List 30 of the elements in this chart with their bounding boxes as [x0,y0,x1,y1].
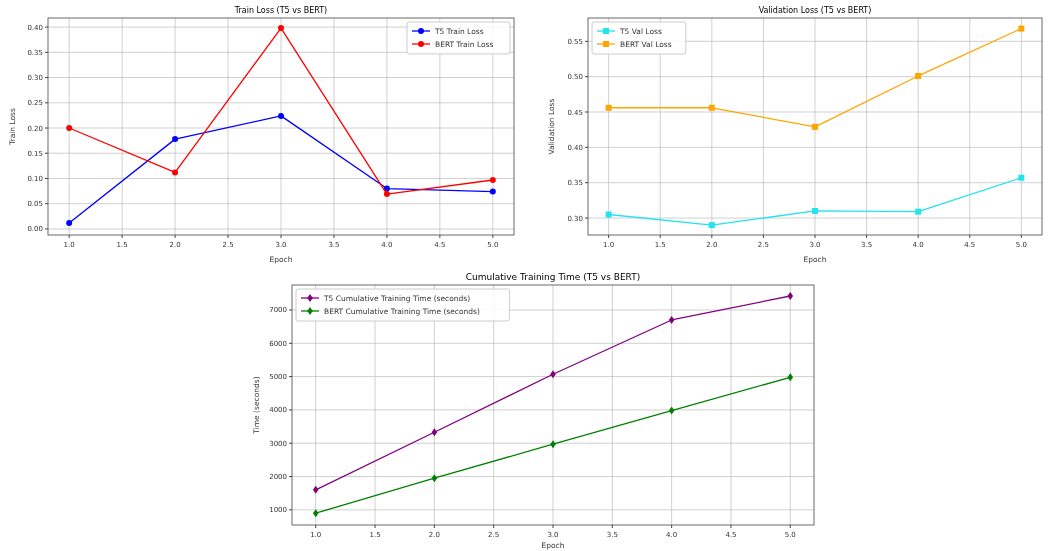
point [66,125,73,132]
point [66,219,73,226]
point [489,188,496,195]
point [312,485,319,494]
point [1018,174,1025,181]
point [312,509,319,518]
point [787,373,794,382]
point [278,25,284,32]
point [489,176,496,183]
chart-title: Train Loss (T5 vs BERT) [233,6,328,15]
point [812,207,818,214]
point [708,104,715,111]
point [668,315,675,324]
point [668,406,675,415]
point [915,208,922,215]
chart-title: Cumulative Training Time (T5 vs BERT) [465,272,641,282]
point [605,211,612,218]
point [812,123,818,130]
point [605,104,612,111]
point [1018,25,1025,32]
chart-title: Validation Loss (T5 vs BERT) [758,6,872,15]
point [431,428,438,437]
point [915,72,922,79]
point [172,169,179,176]
point [787,291,794,300]
point [708,222,715,229]
point [278,112,284,119]
point [431,474,438,483]
point [383,191,390,198]
point [172,136,179,143]
